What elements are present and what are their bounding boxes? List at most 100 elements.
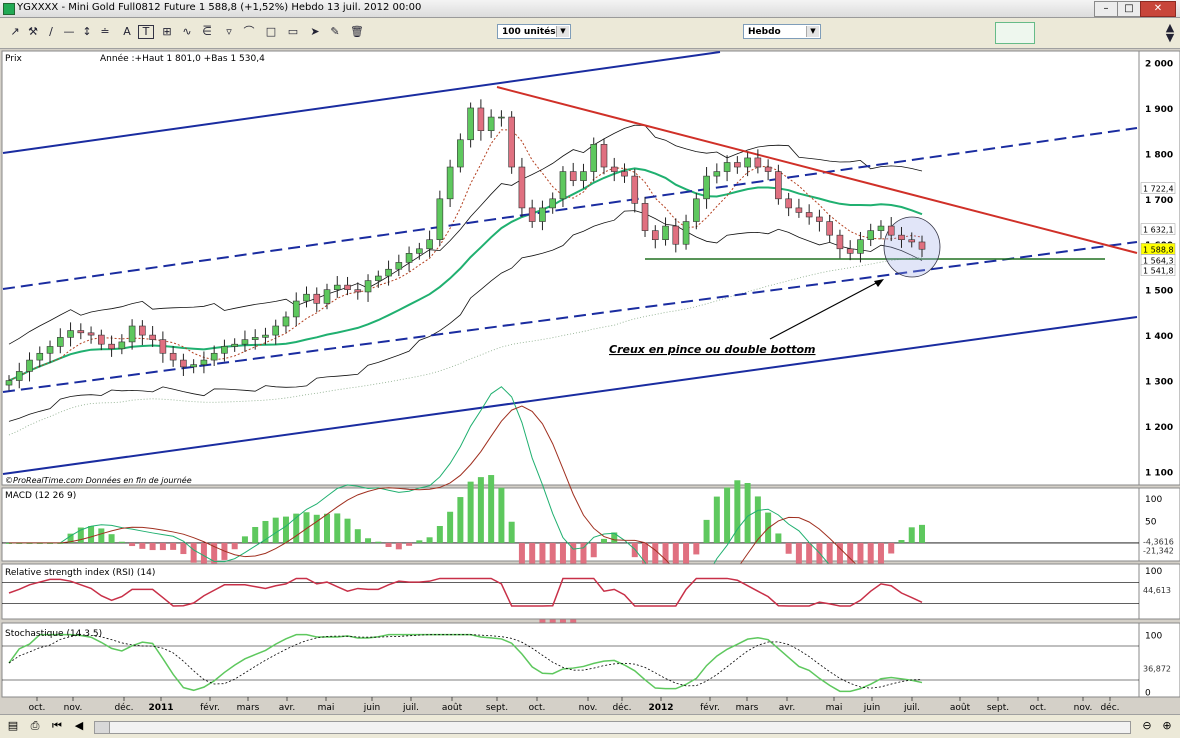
wrench-icon[interactable]: ⚒ xyxy=(26,25,40,39)
rsi-value-label: 44,613 xyxy=(1143,586,1171,595)
macd-histogram-bar xyxy=(888,543,894,554)
candle-body xyxy=(652,231,658,240)
time-axis-label: 2012 xyxy=(648,703,673,713)
time-axis-label: oct. xyxy=(29,703,46,713)
candle-body xyxy=(242,340,248,345)
macd-histogram-bar xyxy=(898,540,904,543)
candle-body xyxy=(252,337,258,339)
rsi-panel-header: Relative strength index (RSI) (14) xyxy=(5,568,155,578)
candle-body xyxy=(396,262,402,269)
price-tag-label: 1 588,8 xyxy=(1143,245,1174,254)
price-tick-label: 1 500 xyxy=(1145,287,1173,297)
restore-button[interactable]: □ xyxy=(1117,1,1141,17)
candle-body xyxy=(303,294,309,301)
scroll-left-end-icon[interactable]: ⏮ xyxy=(50,719,64,733)
candle-body xyxy=(837,235,843,249)
hline-tool-icon[interactable]: — xyxy=(62,25,76,39)
bottom-toolbar: ▤ ⎙ ⏮ ◀ ⊖ ⊕ xyxy=(0,714,1180,738)
triangle-tool-icon[interactable]: ▿ xyxy=(222,25,236,39)
candle-body xyxy=(98,335,104,344)
candle-body xyxy=(457,140,463,167)
period-select[interactable]: Hebdo▼ xyxy=(743,24,821,39)
candle-body xyxy=(47,346,53,353)
brush-icon[interactable]: ✎ xyxy=(328,25,342,39)
line-tool-icon[interactable]: ∕ xyxy=(44,25,58,39)
text-box-tool-icon[interactable]: T xyxy=(138,25,154,39)
print-icon[interactable]: ⎙ xyxy=(28,719,42,733)
macd-histogram-bar xyxy=(878,543,884,564)
fan-tool-icon[interactable]: ⋶ xyxy=(200,25,214,39)
macd-histogram-bar xyxy=(498,488,504,543)
cursor-icon[interactable]: ↗ xyxy=(8,25,22,39)
text-tool-icon[interactable]: A xyxy=(120,25,134,39)
window-icon[interactable]: ▤ xyxy=(6,719,20,733)
candle-body xyxy=(909,240,915,242)
stoch-value-label: 36,872 xyxy=(1143,665,1171,674)
time-axis-label: oct. xyxy=(529,703,546,713)
candle-body xyxy=(129,326,135,342)
candle-body xyxy=(447,167,453,199)
candle-body xyxy=(498,117,504,118)
macd-histogram-bar xyxy=(88,526,94,543)
chart-annotation: Creux en pince ou double bottom xyxy=(609,343,816,356)
macd-histogram-bar xyxy=(786,543,792,554)
channel-tool-icon[interactable]: ≐ xyxy=(98,25,112,39)
macd-panel-header: MACD (12 26 9) xyxy=(5,491,76,501)
macd-histogram-bar xyxy=(334,513,340,542)
candle-body xyxy=(642,203,648,230)
macd-histogram-bar xyxy=(775,533,781,542)
candle-body xyxy=(324,290,330,304)
lasso-tool-icon[interactable]: ▭ xyxy=(286,25,300,39)
candle-body xyxy=(365,281,371,292)
scroll-down-icon[interactable]: ▼ xyxy=(1163,31,1177,45)
horizontal-scrollbar[interactable] xyxy=(94,721,1131,734)
price-tick-label: 1 700 xyxy=(1145,196,1173,206)
macd-histogram-bar xyxy=(693,543,699,554)
wave-tool-icon[interactable]: ∿ xyxy=(180,25,194,39)
scroll-left-icon[interactable]: ◀ xyxy=(72,719,86,733)
candle-body xyxy=(375,276,381,281)
candle-body xyxy=(437,199,443,240)
macd-histogram-bar xyxy=(170,543,176,550)
time-axis-label: août xyxy=(950,703,971,713)
macd-histogram-bar xyxy=(724,487,730,542)
close-button[interactable]: ✕ xyxy=(1140,1,1176,17)
candle-body xyxy=(570,172,576,181)
chart-logo-icon xyxy=(995,22,1035,44)
macd-histogram-bar xyxy=(909,527,915,543)
candle-body xyxy=(857,240,863,254)
candle-body xyxy=(27,360,33,371)
candle-body xyxy=(488,117,494,131)
fibonacci-tool-icon[interactable]: ⊞ xyxy=(160,25,174,39)
time-axis-label: mai xyxy=(826,703,843,713)
candle-body xyxy=(693,199,699,222)
candle-body xyxy=(293,301,299,317)
minimize-button[interactable]: – xyxy=(1094,1,1118,17)
stoch-tick-label: 100 xyxy=(1145,632,1162,642)
time-axis-label: juin xyxy=(863,703,880,713)
units-select[interactable]: 100 unités▼ xyxy=(497,24,571,39)
macd-histogram-bar xyxy=(252,527,258,543)
macd-histogram-bar xyxy=(919,525,925,543)
macd-histogram-bar xyxy=(150,543,156,550)
arc-tool-icon[interactable]: ⌒ xyxy=(242,25,256,39)
candle-body xyxy=(509,117,515,167)
rsi-tick-label: 100 xyxy=(1145,567,1162,577)
price-tag-label: 1 564,3 xyxy=(1143,256,1174,265)
macd-histogram-bar xyxy=(745,483,751,543)
zoom-in-icon[interactable]: ⊕ xyxy=(1160,719,1174,733)
vline-tool-icon[interactable]: ↕ xyxy=(80,25,94,39)
time-axis-label: févr. xyxy=(700,702,720,713)
macd-histogram-bar xyxy=(119,542,125,543)
candle-body xyxy=(786,199,792,208)
rectangle-tool-icon[interactable]: □ xyxy=(264,25,278,39)
macd-histogram-bar xyxy=(355,529,361,543)
candle-body xyxy=(416,249,422,254)
zoom-out-icon[interactable]: ⊖ xyxy=(1140,719,1154,733)
candle-body xyxy=(755,158,761,167)
trash-icon[interactable]: 🗑 xyxy=(350,25,364,39)
candle-body xyxy=(16,371,22,380)
scrollbar-thumb[interactable] xyxy=(95,722,110,733)
data-source-footer: ©ProRealTime.com Données en fin de journ… xyxy=(5,475,192,485)
pointer-fill-icon[interactable]: ➤ xyxy=(308,25,322,39)
